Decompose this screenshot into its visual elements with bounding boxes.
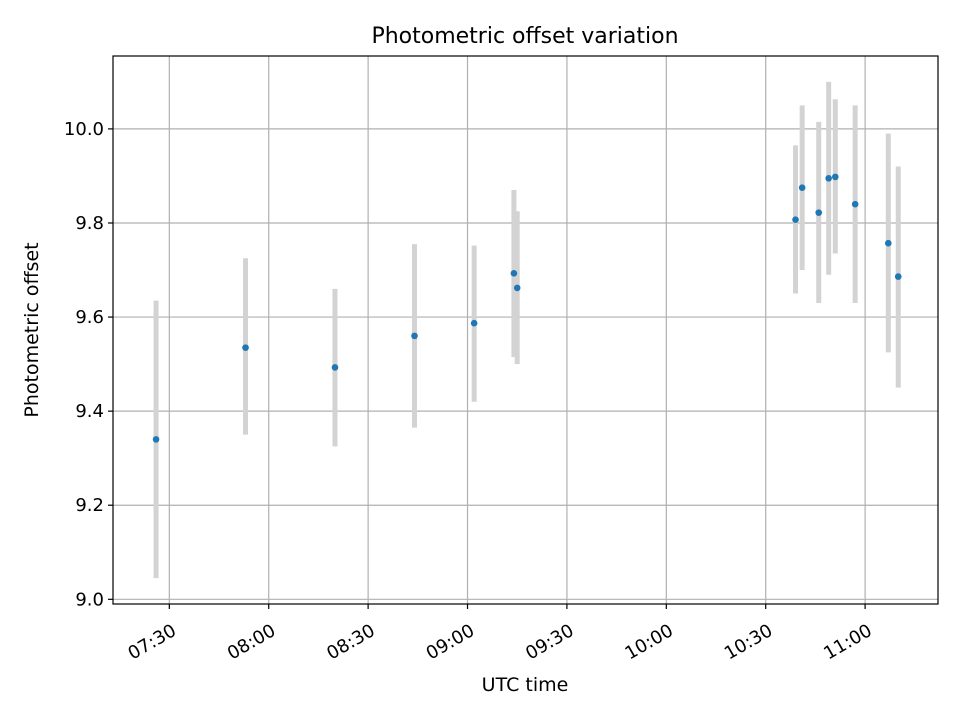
data-point xyxy=(894,273,902,280)
data-point xyxy=(331,364,339,371)
x-axis-label: UTC time xyxy=(482,674,569,696)
y-tick-label: 9.6 xyxy=(75,307,104,328)
y-tick-label: 9.4 xyxy=(75,401,104,422)
x-tick-label: 10:00 xyxy=(621,620,676,664)
y-tick-label: 10.0 xyxy=(64,119,104,140)
y-axis-label: Photometric offset xyxy=(21,242,43,417)
y-tick-label: 9.0 xyxy=(75,589,104,610)
data-point xyxy=(825,175,832,182)
error-bars xyxy=(153,81,901,579)
data-point xyxy=(831,173,839,181)
data-point xyxy=(152,436,160,443)
y-tick-label: 9.8 xyxy=(75,213,104,234)
x-tick-label: 07:30 xyxy=(125,620,180,664)
data-point xyxy=(885,239,892,247)
y-tick-label: 9.2 xyxy=(75,495,104,516)
plot-frame xyxy=(112,55,939,605)
x-tick-label: 11:00 xyxy=(820,620,875,664)
grid xyxy=(113,56,938,604)
x-tick-label: 08:30 xyxy=(323,620,378,664)
data-point xyxy=(510,270,518,277)
x-tick-label: 10:30 xyxy=(721,620,776,664)
data-point xyxy=(513,284,521,292)
data-point xyxy=(815,209,823,216)
data-points xyxy=(152,173,902,443)
chart-title: Photometric offset variation xyxy=(371,24,678,49)
data-point xyxy=(851,200,859,208)
data-point xyxy=(798,184,806,192)
x-tick-label: 09:00 xyxy=(423,620,478,664)
data-point xyxy=(470,319,478,327)
x-tick-label: 09:30 xyxy=(522,620,577,664)
x-tick-label: 08:00 xyxy=(224,620,279,664)
data-point xyxy=(792,216,799,223)
data-point xyxy=(242,344,249,351)
data-point xyxy=(411,332,418,340)
axis-ticks: 07:30 08:00 08:30 09:00 09:30 10:00 10:30 11:00… xyxy=(64,119,876,664)
